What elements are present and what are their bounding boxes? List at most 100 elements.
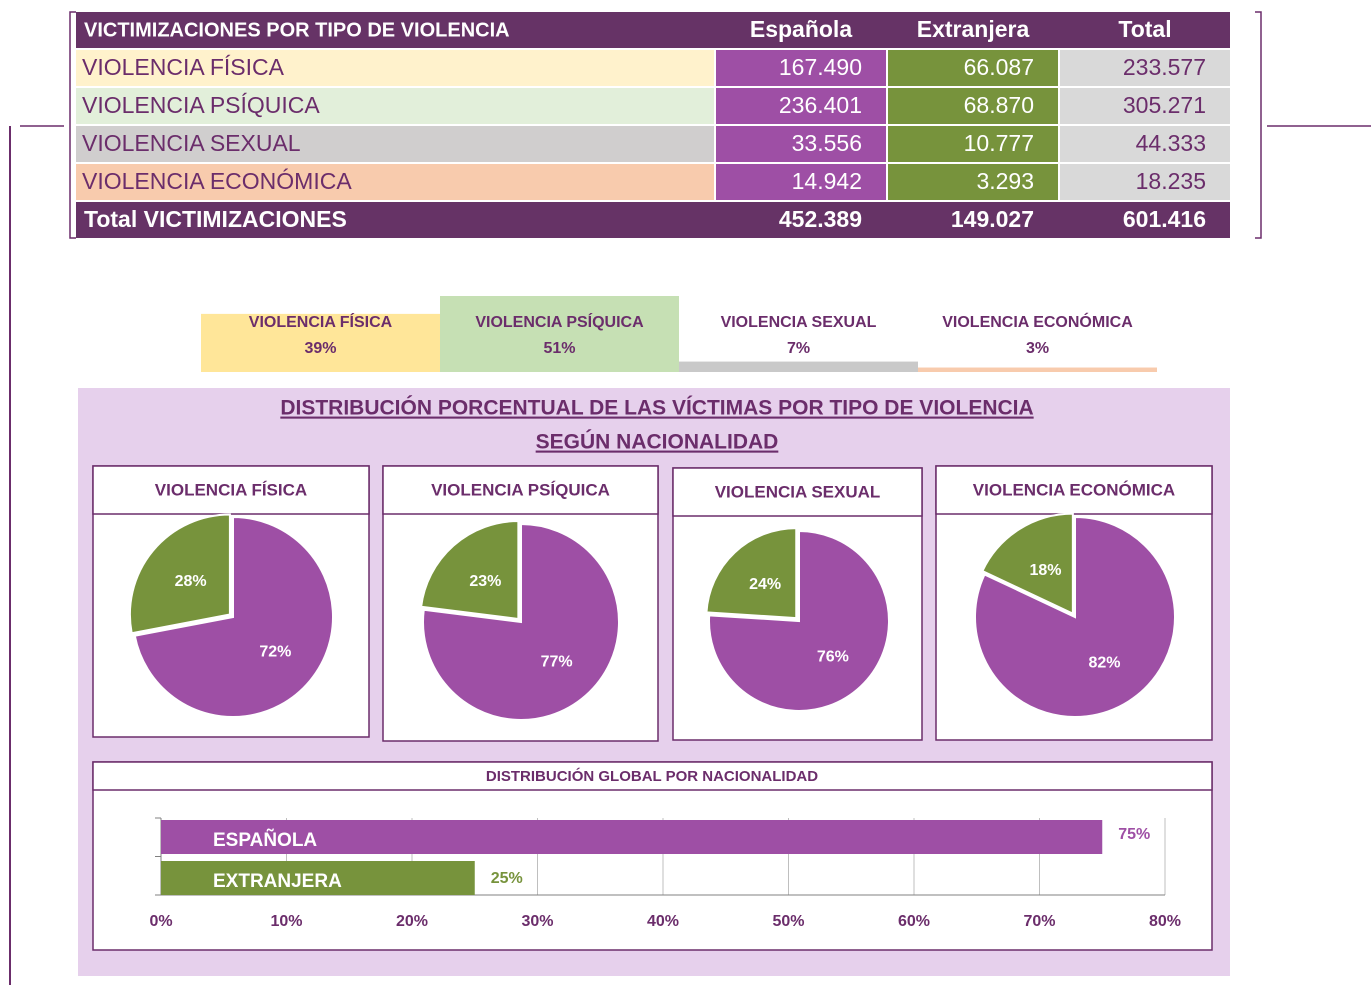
pie-value-label: 77% — [541, 654, 573, 671]
pie-title: VIOLENCIA FÍSICA — [155, 480, 307, 499]
pie-slice — [420, 519, 520, 621]
panel-title: SEGÚN NACIONALIDAD — [536, 430, 779, 454]
pie-title-box — [935, 465, 1213, 515]
x-tick-label: 70% — [1023, 913, 1055, 930]
pie-slice — [705, 527, 798, 620]
bar-category: ESPAÑOLA — [213, 829, 317, 851]
table-header-bg — [76, 12, 1230, 48]
table-value: 33.556 — [792, 130, 862, 156]
table-value: 305.271 — [1123, 92, 1206, 118]
summary-label: VIOLENCIA SEXUAL — [721, 314, 877, 331]
pie-value-label: 28% — [175, 573, 207, 590]
x-tick-label: 0% — [149, 913, 172, 930]
table-cell — [1060, 164, 1230, 200]
x-tick-label: 50% — [772, 913, 804, 930]
pie-title-box — [382, 465, 659, 515]
summary-value: 51% — [543, 340, 575, 357]
table-cell — [888, 88, 1058, 124]
table-value: 68.870 — [964, 92, 1034, 118]
table-total: 452.389 — [779, 206, 862, 232]
table-cell — [76, 126, 714, 162]
pie-value-label: 72% — [259, 643, 291, 660]
pie-slice — [981, 512, 1074, 616]
summary-label: VIOLENCIA FÍSICA — [249, 312, 393, 331]
pie-value-label: 82% — [1088, 655, 1120, 672]
x-tick-label: 30% — [521, 913, 553, 930]
table-header: VICTIMIZACIONES POR TIPO DE VIOLENCIA — [84, 19, 510, 41]
table-cell — [716, 88, 886, 124]
x-tick-label: 60% — [898, 913, 930, 930]
table-total: Total VICTIMIZACIONES — [84, 206, 347, 232]
table-row-label: VIOLENCIA SEXUAL — [82, 130, 301, 156]
bar-category: EXTRANJERA — [213, 871, 342, 892]
table-cell — [716, 164, 886, 200]
summary-label: VIOLENCIA ECONÓMICA — [942, 312, 1133, 331]
summary-bar — [440, 296, 679, 372]
table-row-label: VIOLENCIA FÍSICA — [82, 54, 285, 80]
table-value: 18.235 — [1136, 168, 1206, 194]
pie-title: VIOLENCIA ECONÓMICA — [973, 480, 1175, 499]
table-total-bg — [76, 202, 1230, 238]
table-total: 149.027 — [951, 206, 1034, 232]
table-cell — [716, 126, 886, 162]
table-header: Total — [1118, 16, 1171, 42]
x-tick-label: 80% — [1149, 913, 1181, 930]
bar-box — [92, 761, 1213, 951]
table-value: 3.293 — [976, 168, 1034, 194]
bar — [161, 820, 1103, 854]
table-value: 14.942 — [792, 168, 862, 194]
summary-bar — [679, 361, 918, 372]
left-bracket — [69, 11, 76, 239]
pie-value-label: 24% — [749, 576, 781, 593]
bar-value-label: 25% — [491, 870, 523, 887]
table-row-label: VIOLENCIA ECONÓMICA — [82, 168, 352, 194]
bar-title-box — [92, 761, 1213, 791]
table-cell — [888, 164, 1058, 200]
table-cell — [716, 50, 886, 86]
table-cell — [76, 164, 714, 200]
pie-slice — [422, 522, 620, 721]
table-value: 66.087 — [964, 54, 1034, 80]
right-bracket — [1255, 11, 1262, 239]
table-value: 44.333 — [1136, 130, 1206, 156]
bar-title: DISTRIBUCIÓN GLOBAL POR NACIONALIDAD — [486, 767, 818, 785]
table-total: 601.416 — [1123, 206, 1206, 232]
pie-title-box — [92, 465, 370, 515]
pie-slice — [128, 513, 231, 635]
bar-value-label: 75% — [1118, 826, 1150, 843]
summary-value: 39% — [304, 340, 336, 357]
pie-slice — [974, 515, 1176, 718]
pie-title-box — [672, 467, 923, 517]
x-tick-label: 40% — [647, 913, 679, 930]
pie-value-label: 23% — [469, 573, 501, 590]
pie-value-label: 18% — [1030, 562, 1062, 579]
table-cell — [76, 50, 714, 86]
panel-title: DISTRIBUCIÓN PORCENTUAL DE LAS VÍCTIMAS … — [280, 396, 1033, 420]
x-tick-label: 20% — [396, 913, 428, 930]
pie-slice — [708, 529, 890, 712]
summary-value: 3% — [1026, 340, 1049, 357]
table-header: Española — [750, 16, 852, 42]
pie-title: VIOLENCIA SEXUAL — [715, 482, 881, 501]
x-tick-label: 10% — [270, 913, 302, 930]
summary-value: 7% — [787, 340, 810, 357]
table-value: 167.490 — [779, 54, 862, 80]
pie-value-label: 76% — [817, 648, 849, 665]
table-value: 236.401 — [779, 92, 862, 118]
table-value: 233.577 — [1123, 54, 1206, 80]
table-value: 10.777 — [964, 130, 1034, 156]
pie-title: VIOLENCIA PSÍQUICA — [431, 480, 610, 499]
bar — [161, 861, 475, 895]
summary-label: VIOLENCIA PSÍQUICA — [475, 312, 644, 331]
table-cell — [888, 126, 1058, 162]
table-cell — [1060, 126, 1230, 162]
table-header: Extranjera — [917, 16, 1030, 42]
decor — [9, 11, 1371, 985]
table-cell — [888, 50, 1058, 86]
table-cell — [1060, 50, 1230, 86]
pie-slice — [133, 515, 334, 718]
summary-bar — [201, 313, 440, 372]
table-cell — [76, 88, 714, 124]
table-cell — [1060, 88, 1230, 124]
